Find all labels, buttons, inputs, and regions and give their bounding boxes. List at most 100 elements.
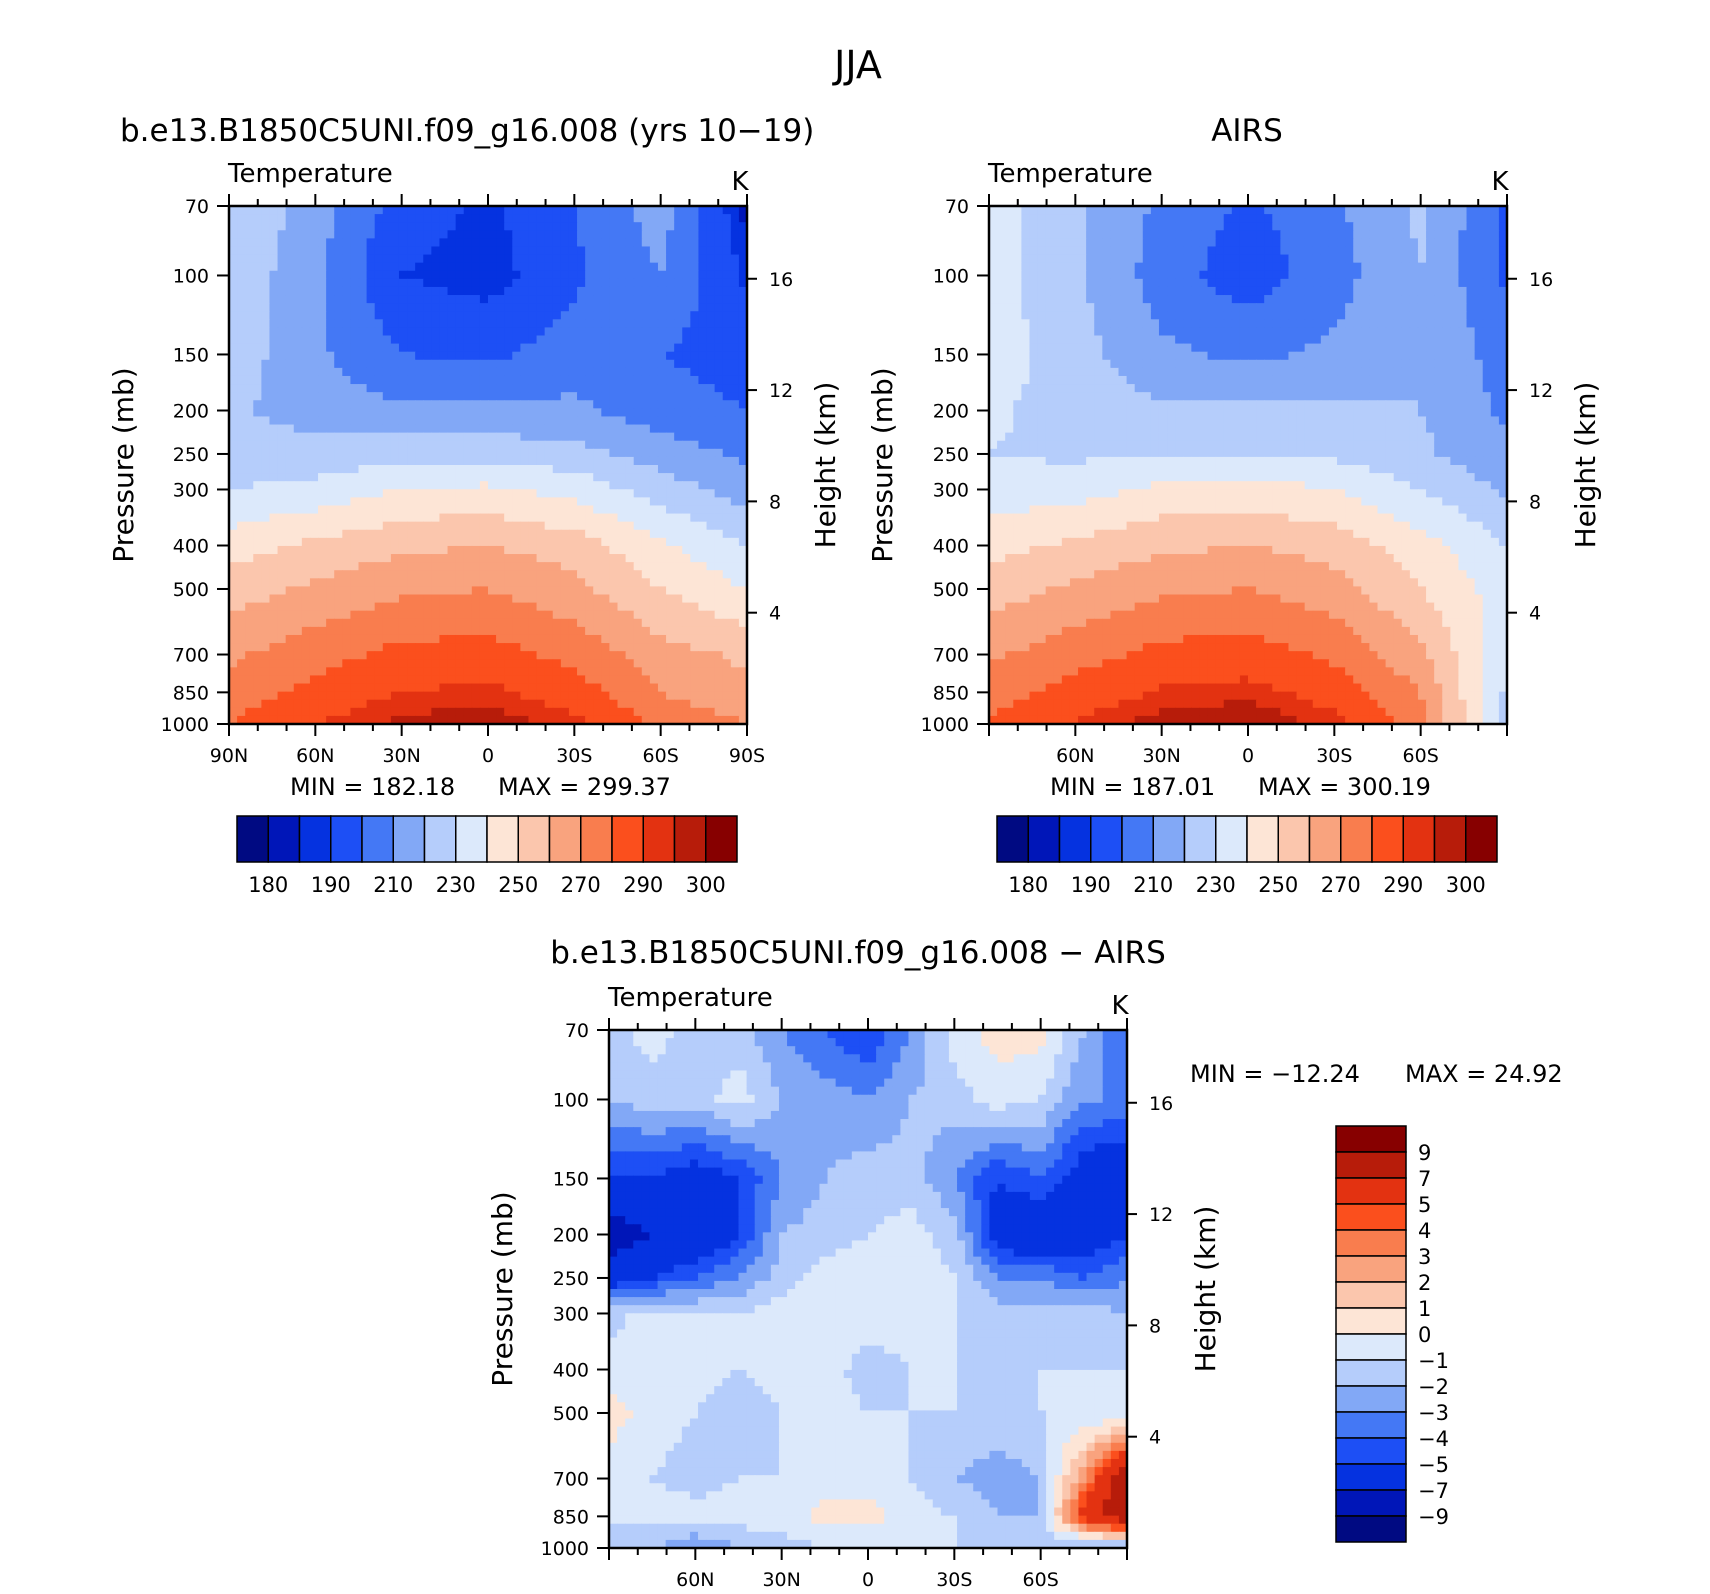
contour-cell: [674, 514, 683, 523]
contour-cell: [512, 360, 521, 369]
contour-cell: [1458, 271, 1467, 280]
contour-cell: [496, 595, 505, 604]
contour-cell: [1256, 263, 1265, 272]
contour-cell: [723, 352, 732, 361]
contour-cell: [650, 489, 659, 498]
contour-cell: [537, 368, 546, 377]
contour-cell: [367, 368, 376, 377]
contour-cell: [407, 522, 416, 531]
contour-cell: [666, 514, 675, 523]
contour-cell: [634, 271, 643, 280]
contour-cell: [609, 384, 618, 393]
contour-cell: [302, 586, 311, 595]
contour-cell: [245, 700, 254, 709]
contour-cell: [1086, 214, 1095, 223]
contour-cell: [715, 425, 724, 434]
contour-cell: [577, 611, 586, 620]
contour-cell: [399, 344, 408, 353]
contour-cell: [731, 522, 740, 531]
contour-cell: [1191, 295, 1200, 304]
contour-cell: [593, 651, 602, 660]
contour-cell: [488, 368, 497, 377]
contour-cell: [528, 441, 537, 450]
contour-cell: [593, 611, 602, 620]
contour-cell: [658, 352, 667, 361]
contour-cell: [601, 667, 610, 676]
contour-cell: [1248, 206, 1257, 215]
contour-cell: [448, 327, 457, 336]
contour-cell: [634, 684, 643, 693]
contour-cell: [682, 473, 691, 482]
contour-cell: [472, 562, 481, 571]
contour-cell: [342, 586, 351, 595]
contour-cell: [359, 376, 368, 385]
contour-cell: [1013, 255, 1022, 264]
contour-cell: [504, 586, 513, 595]
contour-cell: [367, 627, 376, 636]
contour-cell: [342, 384, 351, 393]
contour-cell: [342, 311, 351, 320]
contour-cell: [666, 530, 675, 539]
contour-cell: [391, 392, 400, 401]
contour-cell: [585, 570, 594, 579]
contour-cell: [626, 627, 635, 636]
contour-cell: [520, 319, 529, 328]
contour-cell: [269, 619, 278, 628]
contour-cell: [318, 514, 327, 523]
contour-cell: [537, 635, 546, 644]
contour-cell: [715, 514, 724, 523]
contour-cell: [666, 384, 675, 393]
contour-cell: [415, 554, 424, 563]
contour-cell: [1369, 287, 1378, 296]
contour-cell: [698, 376, 707, 385]
contour-cell: [520, 287, 529, 296]
contour-cell: [375, 449, 384, 458]
contour-cell: [350, 263, 359, 272]
contour-cell: [690, 336, 699, 345]
contour-cell: [1159, 255, 1168, 264]
contour-cell: [456, 651, 465, 660]
contour-cell: [1119, 214, 1128, 223]
contour-cell: [715, 635, 724, 644]
contour-cell: [342, 441, 351, 450]
contour-cell: [383, 554, 392, 563]
contour-cell: [690, 255, 699, 264]
contour-cell: [601, 303, 610, 312]
contour-cell: [286, 425, 295, 434]
contour-cell: [715, 465, 724, 474]
contour-cell: [391, 433, 400, 442]
contour-cell: [1127, 222, 1136, 231]
contour-cell: [334, 497, 343, 506]
contour-cell: [577, 497, 586, 506]
contour-cell: [561, 530, 570, 539]
contour-cell: [634, 667, 643, 676]
contour-cell: [383, 586, 392, 595]
contour-cell: [334, 271, 343, 280]
contour-cell: [310, 368, 319, 377]
contour-cell: [1119, 263, 1128, 272]
contour-cell: [690, 643, 699, 652]
contour-cell: [342, 465, 351, 474]
contour-cell: [472, 595, 481, 604]
contour-cell: [545, 659, 554, 668]
contour-cell: [302, 570, 311, 579]
contour-cell: [367, 287, 376, 296]
contour-cell: [601, 619, 610, 628]
contour-cell: [520, 554, 529, 563]
contour-cell: [318, 416, 327, 425]
contour-cell: [553, 530, 562, 539]
contour-cell: [626, 449, 635, 458]
contour-cell: [1264, 222, 1273, 231]
contour-cell: [690, 570, 699, 579]
contour-cell: [618, 667, 627, 676]
contour-cell: [569, 327, 578, 336]
contour-cell: [359, 214, 368, 223]
contour-cell: [504, 400, 513, 409]
contour-cell: [1491, 230, 1500, 239]
contour-cell: [415, 311, 424, 320]
contour-cell: [504, 457, 513, 466]
contour-cell: [245, 400, 254, 409]
contour-cell: [569, 522, 578, 531]
contour-cell: [634, 489, 643, 498]
contour-cell: [448, 675, 457, 684]
